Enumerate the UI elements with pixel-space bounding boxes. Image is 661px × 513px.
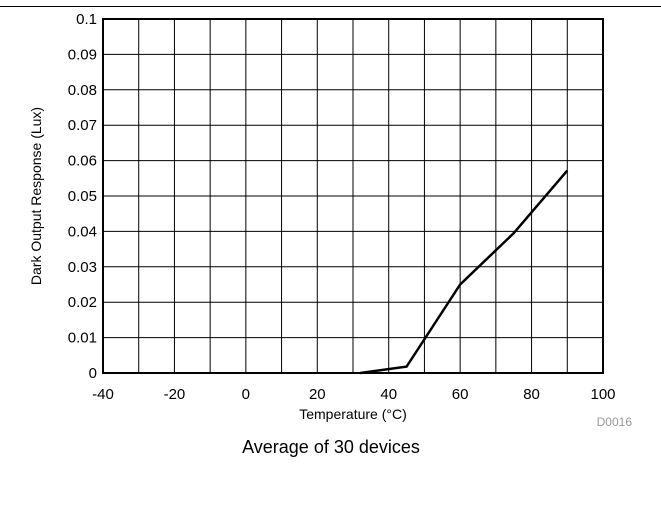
y-tick-label: 0.04 bbox=[68, 223, 97, 240]
y-tick-label: 0.05 bbox=[68, 188, 97, 205]
x-tick-label: -20 bbox=[164, 386, 186, 403]
x-tick-label: -40 bbox=[92, 386, 114, 403]
chart-caption: Average of 30 devices bbox=[242, 437, 420, 457]
y-tick-labels: 0 0.01 0.02 0.03 0.04 0.05 0.06 0.07 0.08 0.09 0.1 bbox=[68, 11, 97, 382]
y-tick-label: 0.08 bbox=[68, 82, 97, 99]
y-axis-title: Dark Output Response (Lux) bbox=[28, 107, 44, 285]
y-tick-label: 0.03 bbox=[68, 259, 97, 276]
series-layer bbox=[359, 169, 569, 375]
x-tick-label: 40 bbox=[380, 386, 397, 403]
y-tick-label: 0.1 bbox=[76, 11, 97, 28]
x-axis-title: Temperature (°C) bbox=[299, 406, 407, 422]
y-tick-label: 0.02 bbox=[68, 294, 97, 311]
y-tick-label: 0 bbox=[89, 365, 97, 382]
top-divider bbox=[0, 6, 661, 7]
x-tick-label: 60 bbox=[452, 386, 469, 403]
y-tick-label: 0.07 bbox=[68, 117, 97, 134]
x-tick-labels: -40 -20 0 20 40 60 80 100 bbox=[92, 386, 615, 403]
x-tick-label: 100 bbox=[590, 386, 615, 403]
series-line-0 bbox=[359, 169, 569, 375]
plot-frame bbox=[102, 18, 604, 374]
x-tick-label: 20 bbox=[309, 386, 326, 403]
x-tick-label: 80 bbox=[523, 386, 540, 403]
grid bbox=[103, 19, 603, 373]
y-tick-label: 0.01 bbox=[68, 330, 97, 347]
figure-code-label: D0016 bbox=[597, 415, 633, 429]
y-tick-label: 0.06 bbox=[68, 153, 97, 170]
x-tick-label: 0 bbox=[242, 386, 250, 403]
y-tick-label: 0.09 bbox=[68, 46, 97, 63]
